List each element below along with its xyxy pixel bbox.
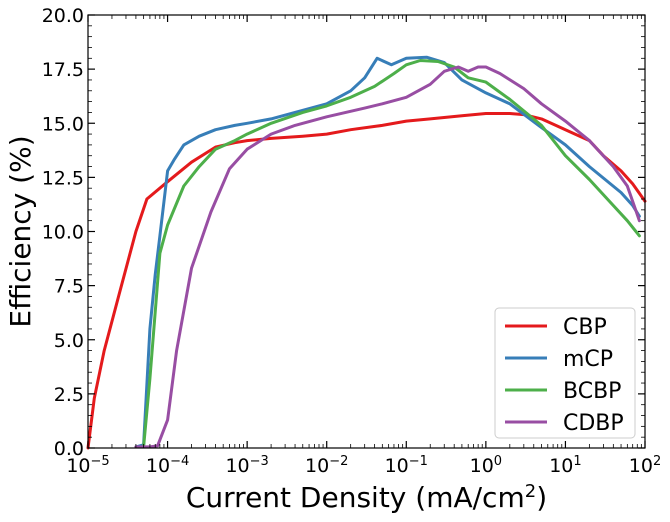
y-axis-label: Efficiency (%) <box>4 135 37 327</box>
x-tick-base: 10 <box>629 455 653 477</box>
x-axis-label-main: Current Density (mA/cm <box>186 481 525 514</box>
series-line-cdbp <box>134 65 641 449</box>
x-axis-label-sup: 2 <box>525 481 536 502</box>
legend-label-cbp: CBP <box>563 315 607 340</box>
y-tick-label: 15.0 <box>42 113 84 135</box>
y-tick-label: 17.5 <box>42 59 84 81</box>
series-line-cbp <box>86 112 647 450</box>
x-tick-base: 10 <box>470 455 494 477</box>
legend-label-bcbp: BCBP <box>563 379 621 404</box>
ticks-layer <box>87 14 646 449</box>
x-tick-base: 10 <box>385 455 409 477</box>
x-tick-exponent: 0 <box>494 454 502 469</box>
legend: CBP mCP BCBP CDBP <box>494 307 636 439</box>
y-tick-label: 20.0 <box>42 5 84 27</box>
x-tick-exponent: −2 <box>329 454 348 469</box>
x-tick-base: 10 <box>549 455 573 477</box>
x-tick-label: 102 <box>629 454 661 478</box>
x-tick-base: 10 <box>66 455 90 477</box>
x-tick-label: 10−3 <box>225 454 268 478</box>
tick-labels-layer: 10−5 10−4 10−3 10−2 10−1 100 101 1020.02.55.07.… <box>42 5 662 477</box>
x-tick-label: 10−1 <box>385 454 428 478</box>
x-tick-exponent: −5 <box>91 454 110 469</box>
x-tick-label: 100 <box>470 454 502 478</box>
y-tick-label: 7.5 <box>54 276 84 298</box>
y-tick-label: 2.5 <box>54 384 84 406</box>
y-tick-label: 0.0 <box>54 438 84 460</box>
legend-label-mcp: mCP <box>563 347 613 372</box>
x-tick-exponent: −1 <box>409 454 428 469</box>
x-tick-exponent: −3 <box>250 454 269 469</box>
series-line-bcbp <box>142 59 641 449</box>
legend-label-cdbp: CDBP <box>563 411 624 436</box>
series-layer <box>86 55 647 450</box>
x-tick-exponent: 1 <box>573 454 581 469</box>
x-tick-base: 10 <box>225 455 249 477</box>
legend-box <box>494 307 636 439</box>
x-axis-label: Current Density (mA/cm2) <box>186 481 547 515</box>
x-tick-exponent: 2 <box>653 454 661 469</box>
x-axis-label-tail: ) <box>536 481 547 514</box>
x-tick-exponent: −4 <box>170 454 189 469</box>
x-tick-label: 101 <box>549 454 581 478</box>
y-tick-label: 5.0 <box>54 330 84 352</box>
x-tick-base: 10 <box>305 455 329 477</box>
x-tick-base: 10 <box>146 455 170 477</box>
x-tick-label: 10−4 <box>146 454 189 478</box>
y-tick-label: 12.5 <box>42 167 84 189</box>
x-tick-label: 10−5 <box>66 454 109 478</box>
y-tick-label: 10.0 <box>42 222 84 244</box>
x-tick-label: 10−2 <box>305 454 348 478</box>
